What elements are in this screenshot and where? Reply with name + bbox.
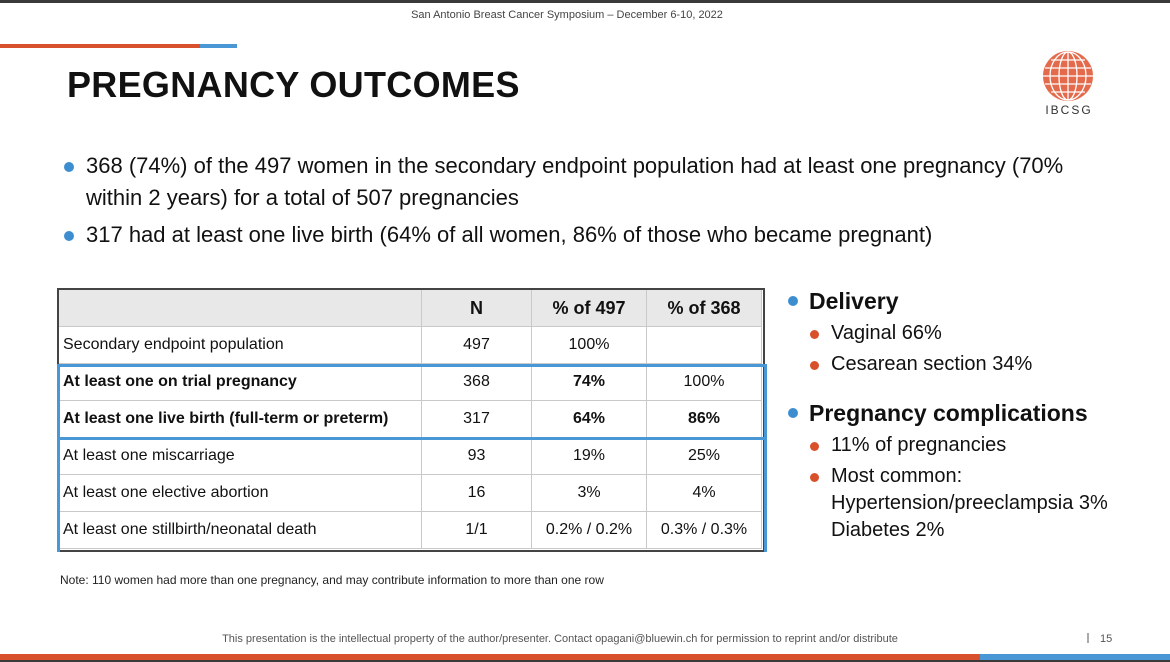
slide-title: PREGNANCY OUTCOMES: [67, 64, 520, 105]
accent-line-blue: [200, 44, 237, 48]
bullet-text: 368 (74%) of the 497 women in the second…: [86, 153, 1064, 210]
bottom-border: [0, 660, 1170, 662]
most-common-line2: Diabetes 2%: [831, 519, 945, 541]
delivery-heading-text: Delivery: [809, 288, 899, 314]
table-header-row: N % of 497 % of 368: [58, 289, 762, 327]
cell-pct-497: 64%: [531, 400, 647, 438]
complications-heading-text: Pregnancy complications: [809, 400, 1088, 426]
cell-pct-368: 0.3% / 0.3%: [646, 511, 762, 549]
bullet-text: 317 had at least one live birth (64% of …: [86, 222, 933, 247]
footer-text: This presentation is the intellectual pr…: [222, 633, 898, 645]
bullet-dot-icon: [810, 361, 819, 370]
cell-n: 368: [421, 363, 532, 401]
logo-text: IBCSG: [1045, 103, 1093, 117]
cell-pct-368: 100%: [646, 363, 762, 401]
delivery-item-text: Cesarean section 34%: [831, 353, 1033, 375]
outcomes-table: N % of 497 % of 368 Secondary endpoint p…: [58, 289, 762, 549]
table-row: At least one stillbirth/neonatal death 1…: [58, 511, 762, 549]
main-bullets: 368 (74%) of the 497 women in the second…: [64, 150, 1064, 256]
cell-pct-497: 100%: [531, 326, 647, 364]
header-cell: [58, 289, 422, 327]
cell-pct-497: 19%: [531, 437, 647, 475]
header-cell: N: [421, 289, 532, 327]
row-label: At least one live birth (full-term or pr…: [58, 400, 422, 438]
table-row: At least one on trial pregnancy 368 74% …: [58, 363, 762, 401]
cell-pct-497: 3%: [531, 474, 647, 512]
delivery-heading: Delivery: [788, 286, 1158, 316]
cell-n: 16: [421, 474, 532, 512]
bottom-bar-red: [0, 654, 980, 660]
bullet-dot-icon: [788, 408, 798, 418]
bullet-dot-icon: [788, 296, 798, 306]
top-border: [0, 0, 1170, 3]
header-cell: % of 368: [646, 289, 762, 327]
ibcsg-logo: IBCSG: [1040, 50, 1096, 117]
table-row: At least one miscarriage 93 19% 25%: [58, 437, 762, 475]
symposium-header: San Antonio Breast Cancer Symposium – De…: [411, 9, 723, 21]
complications-item: Most common: Hypertension/preeclampsia 3…: [788, 463, 1158, 544]
bullet-item: 368 (74%) of the 497 women in the second…: [64, 150, 1064, 214]
table-note: Note: 110 women had more than one pregna…: [60, 573, 604, 587]
most-common-line1: Hypertension/preeclampsia 3%: [831, 492, 1108, 514]
row-label: Secondary endpoint population: [58, 326, 422, 364]
bullet-dot-icon: [810, 330, 819, 339]
cell-n: 317: [421, 400, 532, 438]
row-label: At least one elective abortion: [58, 474, 422, 512]
complications-heading: Pregnancy complications: [788, 398, 1158, 428]
cell-pct-368: 25%: [646, 437, 762, 475]
table-row: At least one elective abortion 16 3% 4%: [58, 474, 762, 512]
cell-pct-368: 4%: [646, 474, 762, 512]
most-common-label: Most common:: [831, 465, 963, 487]
bullet-dot-icon: [810, 473, 819, 482]
bullet-item: 317 had at least one live birth (64% of …: [64, 219, 1064, 251]
cell-pct-497: 0.2% / 0.2%: [531, 511, 647, 549]
cell-n: 497: [421, 326, 532, 364]
cell-pct-368: 86%: [646, 400, 762, 438]
cell-n: 1/1: [421, 511, 532, 549]
cell-n: 93: [421, 437, 532, 475]
bullet-dot-icon: [64, 231, 74, 241]
row-label: At least one on trial pregnancy: [58, 363, 422, 401]
complications-item: 11% of pregnancies: [788, 432, 1158, 459]
delivery-item: Cesarean section 34%: [788, 351, 1158, 378]
row-label: At least one stillbirth/neonatal death: [58, 511, 422, 549]
highlight-right-line: [764, 440, 767, 552]
header-cell: % of 497: [531, 289, 647, 327]
page-number: 15: [1100, 633, 1113, 645]
bullet-dot-icon: [64, 162, 74, 172]
highlight-left-line: [57, 440, 60, 552]
accent-line-red: [0, 44, 200, 48]
delivery-item-text: Vaginal 66%: [831, 322, 942, 344]
table-row: Secondary endpoint population 497 100%: [58, 326, 762, 364]
cell-pct-368: [646, 326, 762, 364]
side-panel: Delivery Vaginal 66% Cesarean section 34…: [788, 286, 1158, 544]
page-separator: [1087, 633, 1089, 643]
globe-icon: [1043, 51, 1093, 101]
row-label: At least one miscarriage: [58, 437, 422, 475]
cell-pct-497: 74%: [531, 363, 647, 401]
delivery-item: Vaginal 66%: [788, 320, 1158, 347]
complications-item-text: 11% of pregnancies: [831, 434, 1007, 456]
table-row: At least one live birth (full-term or pr…: [58, 400, 762, 438]
bottom-bar-blue: [980, 654, 1170, 660]
bullet-dot-icon: [810, 442, 819, 451]
